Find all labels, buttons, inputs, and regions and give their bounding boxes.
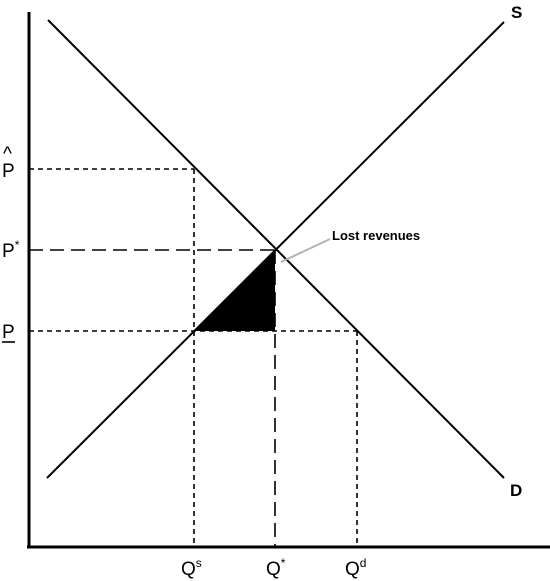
annotation-pointer xyxy=(280,238,331,263)
p-star-label: P* xyxy=(2,238,20,262)
q-supplied-sup: s xyxy=(196,556,202,570)
p-hat-label: P xyxy=(2,161,15,182)
demand-curve xyxy=(47,19,505,479)
supply-label: S xyxy=(511,3,522,22)
q-star-base: Q xyxy=(266,559,281,580)
lost-revenue-area xyxy=(194,250,275,331)
q-demanded-base: Q xyxy=(345,559,360,580)
q-supplied-base: Q xyxy=(181,559,196,580)
demand-label: D xyxy=(510,481,522,500)
q-supplied-label: Qs xyxy=(181,556,202,580)
q-demanded-sup: d xyxy=(360,556,367,570)
p-star-sup: * xyxy=(15,238,20,252)
p-star-base: P xyxy=(2,241,15,262)
p-floor-label: P xyxy=(2,322,15,343)
q-star-label: Q* xyxy=(266,556,286,580)
lost-revenues-label: Lost revenues xyxy=(332,228,420,243)
q-demanded-label: Qd xyxy=(345,556,366,580)
q-star-sup: * xyxy=(281,556,286,570)
p-hat-mark: ^ xyxy=(3,144,12,165)
